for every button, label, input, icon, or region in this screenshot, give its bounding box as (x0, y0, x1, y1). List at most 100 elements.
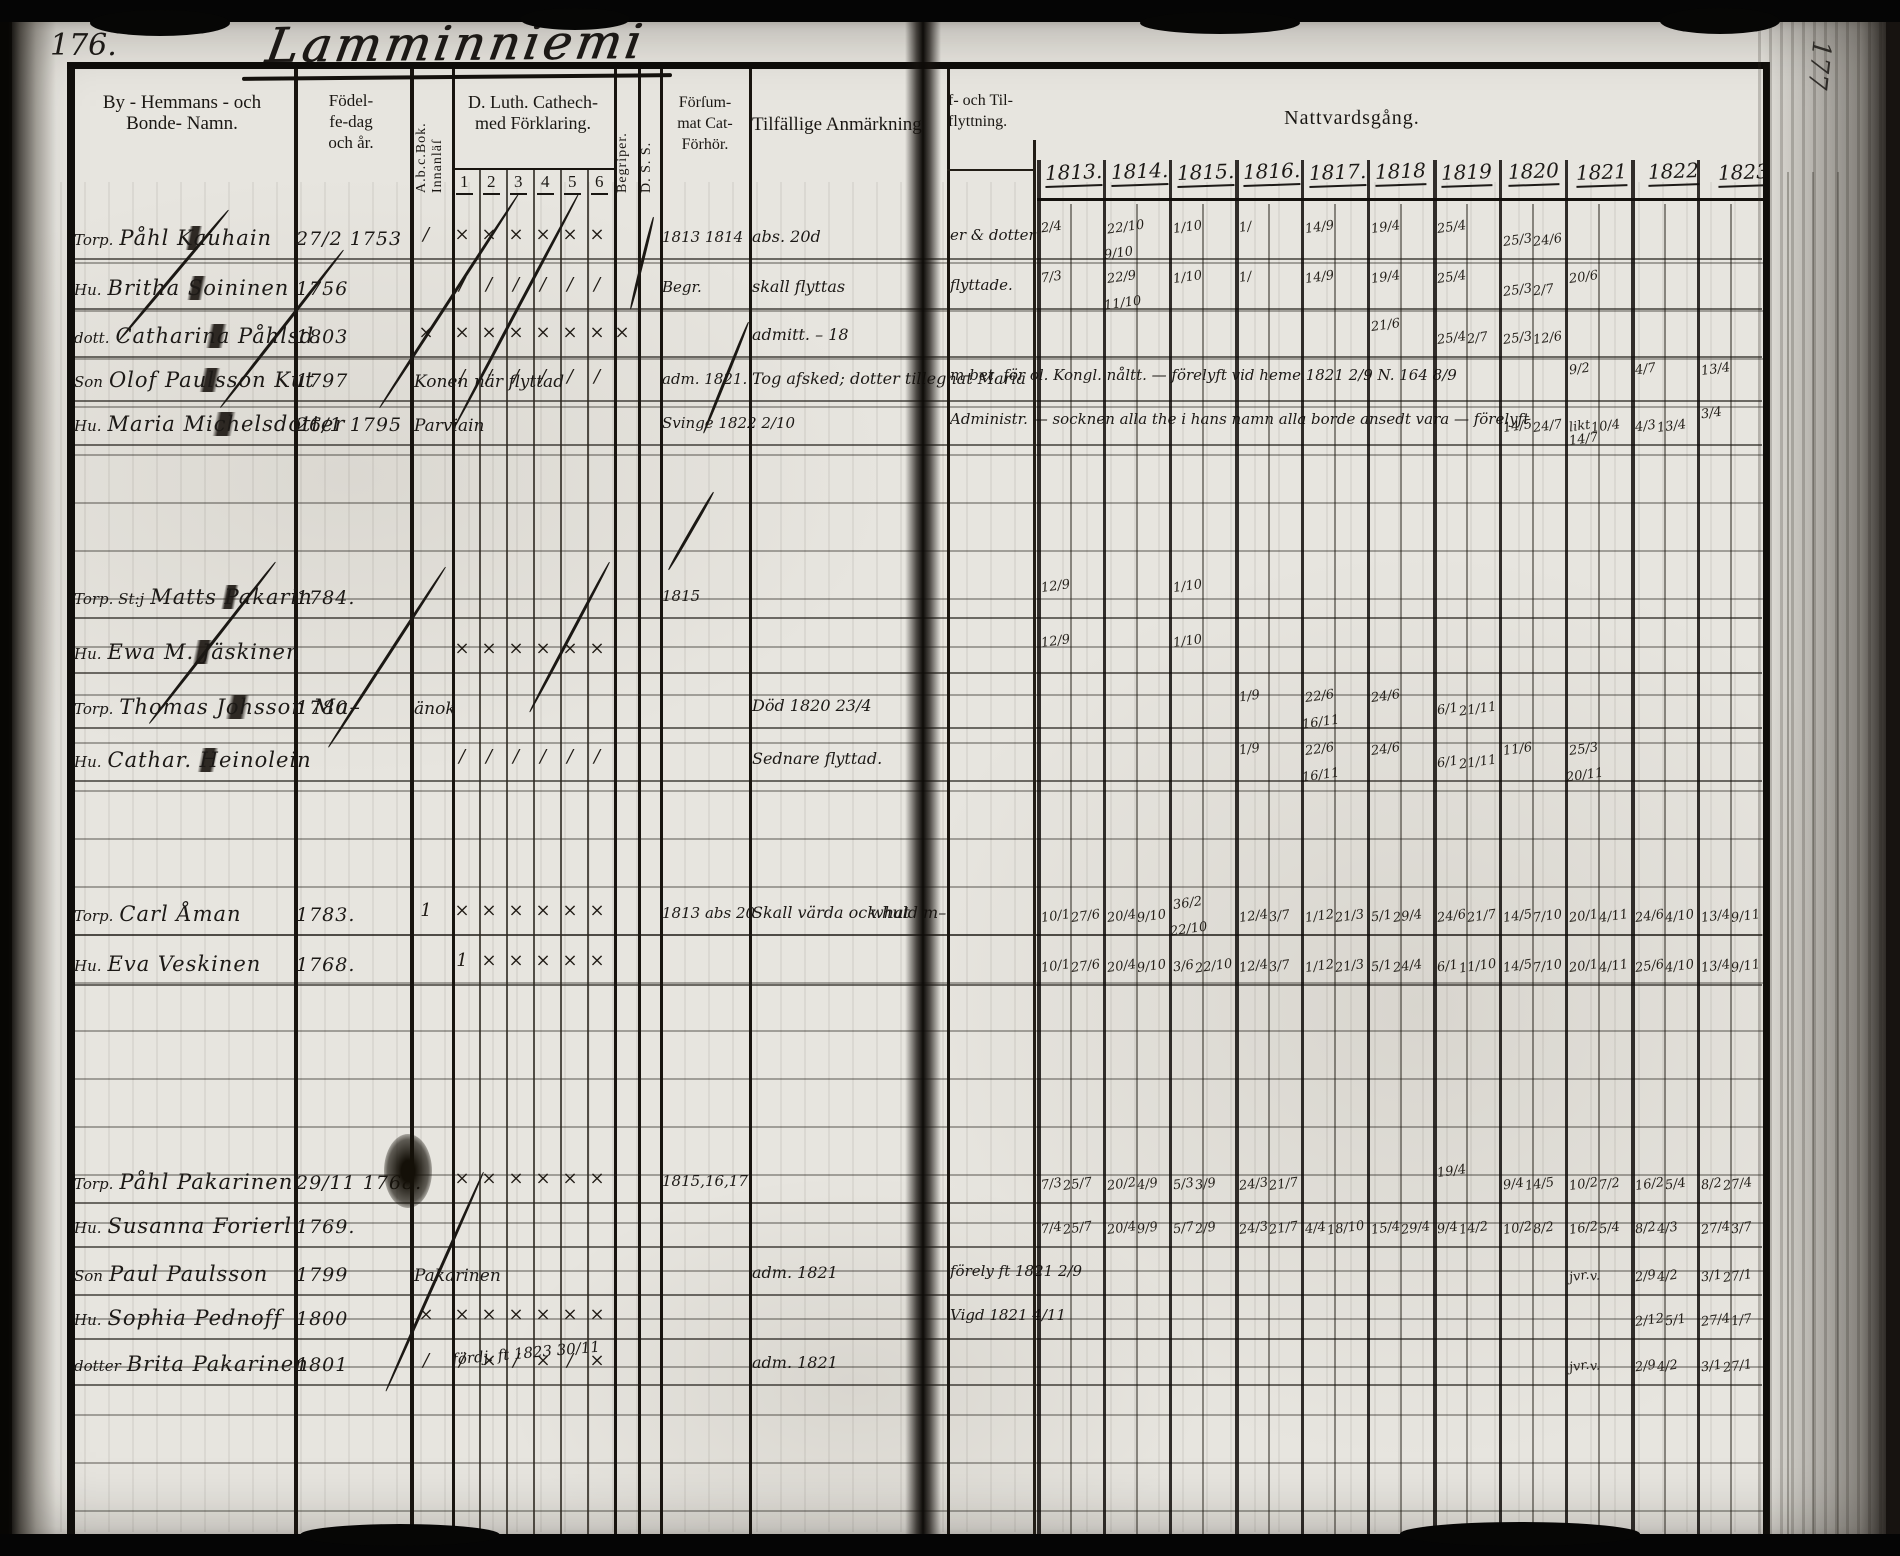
catechism-mark: × (508, 322, 524, 343)
communion-entry: 2/94/2 (1634, 1357, 1679, 1376)
record-row: Hu. Susanna Forierl 1769. 7/425/7 20/49/9 5/7… (12, 1206, 1886, 1252)
person-name: Matts Pakarin (150, 585, 313, 609)
record-row: Torp. Carl Åman 1783. 1 × × × × × × 1813 abs 20 Ska… (12, 894, 1886, 940)
migration-note: flyttade. (950, 276, 1013, 294)
header-name-column: By - Hemmans - och Bonde- Namn. (102, 92, 262, 134)
page-number-left: 176. (50, 28, 117, 63)
header-flytt-column: f- och Til- flyttning. (948, 92, 1013, 130)
record-row: Hu. Maria Michelsdotter 26/1 1795 Parviain S… (12, 404, 1886, 450)
communion-entry: 13/49/11 (1700, 957, 1762, 976)
record-row: Torp. St:j Matts Pakarin 1784. 1815 12/9 1/10 (12, 577, 1886, 623)
abc-mark: 1 (420, 900, 432, 921)
communion-entry: 25/320/11 (1565, 740, 1605, 786)
communion-entry: 14/9 (1304, 218, 1336, 237)
communion-entry: 27/41/7 (1700, 1311, 1754, 1330)
person-prefix: dotter (74, 1357, 121, 1375)
catechism-mark: × (589, 638, 605, 659)
record-row: Torp. Påhl Pakarinen 29/11 1768. × × × × × × 1815… (12, 1162, 1886, 1208)
catechism-mark: × (508, 950, 524, 971)
person-prefix: Son (74, 1267, 103, 1285)
communion-entry: 19/4 (1436, 1162, 1468, 1181)
scan-edge-blob (1400, 1522, 1640, 1546)
person-name: Susanna Forierl (107, 1214, 292, 1238)
remark-note: Död 1820 23/4 (752, 696, 872, 715)
record-row: dotter Brita Pakarinen 1801 / / × / × / × adm. 182… (12, 1338, 1886, 1390)
catechism-mark: × (535, 1304, 551, 1325)
year-label: 1814. (1110, 158, 1169, 187)
catechism-mark: × (589, 1350, 605, 1371)
catechism-subcolumn-digit: 3 (510, 172, 527, 195)
catechism-mark: × (562, 950, 578, 971)
communion-entry: 11/6 (1502, 740, 1534, 759)
catechism-mark: × (481, 638, 497, 659)
communion-entry: 5/33/9 (1172, 1175, 1217, 1194)
communion-entry: 12/9 (1040, 577, 1072, 596)
ink-bleed-texture-left (60, 182, 905, 1532)
person-name: Brita Pakarinen (126, 1352, 309, 1376)
name-annotation: Pakarinen (414, 1266, 501, 1286)
forsummat-note: 1813 1814 (662, 228, 744, 246)
communion-entry: 7/3 (1040, 268, 1063, 287)
remark-note: adm. 1821 (752, 1263, 838, 1282)
person-prefix: Hu. (74, 753, 102, 771)
header-abc-column: A.b.c.Bok. Innanläſ (414, 122, 445, 193)
catechism-mark: / (566, 366, 574, 387)
scan-edge-blob (1140, 12, 1300, 34)
catechism-mark: / (485, 274, 493, 295)
person-name-cell: dott. Catharina Påhlsd. (74, 324, 322, 348)
catechism-mark: × (589, 900, 605, 921)
person-prefix: Son (74, 373, 103, 391)
remark-note: Sednare flyttad. (752, 749, 883, 768)
person-prefix: Torp. St:j (74, 590, 145, 608)
communion-entry: jvr.v. (1568, 1357, 1602, 1376)
name-annotation: Konen när flyttad (414, 372, 565, 392)
catechism-mark: × (562, 322, 578, 343)
catechism-mark: / (566, 746, 574, 767)
person-name-cell: Hu. Ewa M. Jäskinen (74, 640, 308, 664)
year-label: 1821 (1575, 159, 1628, 188)
record-row: Hu. Cathar. Heinolein / / / / / / Sednare flytta… (12, 740, 1886, 786)
birth-date: 26/1 1795 (296, 414, 403, 436)
person-name: Cathar. Heinolein (107, 748, 312, 772)
scan-border-top (0, 0, 1900, 22)
catechism-subcolumn-digit: 1 (456, 172, 473, 195)
person-name-cell: Torp. Carl Åman (74, 902, 308, 926)
catechism-mark: × (535, 950, 551, 971)
communion-entry: 25/4 (1436, 268, 1468, 287)
long-marginal-note: m-bet. för ol. Kongl. nåltt. — förelyft … (950, 366, 1457, 384)
communion-entry: 36/222/10 (1169, 894, 1209, 940)
communion-entry: 8/227/4 (1700, 1175, 1754, 1194)
header-remarks-column: Tilfällige Anmärkning (752, 114, 922, 135)
communion-entry: 24/621/7 (1436, 907, 1498, 926)
person-name-cell: Hu. Sophia Pednoff (74, 1306, 308, 1330)
header-catechism-column: D. Luth. Cathech- med Förklaring. (468, 92, 598, 133)
catechism-mark: × (562, 224, 578, 245)
communion-entry: 20/14/11 (1568, 907, 1630, 926)
catechism-mark: × (508, 900, 524, 921)
catechism-subcolumn-digit: 6 (591, 172, 608, 195)
communion-entry: 24/64/10 (1634, 907, 1696, 926)
record-row: Son Olof Paulsson Kut 1797 Konen när flytta… (12, 360, 1886, 406)
communion-entry: 5/72/9 (1172, 1219, 1217, 1238)
header-forsummat-column: Förſum- mat Cat- Förhör. (677, 94, 733, 153)
communion-entry: 2/125/1 (1634, 1311, 1688, 1330)
catechism-mark: × (508, 1168, 524, 1189)
communion-entry: 4/7 (1634, 360, 1657, 379)
remark-note: admitt. – 18 (752, 325, 849, 344)
catechism-mark: / (593, 274, 601, 295)
communion-entry: 25/32/7 (1502, 281, 1556, 300)
catechism-mark: / (593, 746, 601, 767)
communion-entry: 12/43/7 (1238, 907, 1292, 926)
remark-note-extra: what (870, 903, 910, 922)
communion-entry: 9/414/2 (1436, 1219, 1490, 1238)
communion-entry: 8/24/3 (1634, 1219, 1679, 1238)
catechism-mark: × (481, 900, 497, 921)
catechism-mark: × (481, 1168, 497, 1189)
catechism-mark: / (566, 274, 574, 295)
communion-entry: 10/127/6 (1040, 957, 1102, 976)
ink-blot (384, 1134, 432, 1208)
catechism-mark: × (535, 638, 551, 659)
communion-entry: 14/57/10 (1502, 907, 1564, 926)
person-prefix: Torp. (74, 231, 114, 249)
